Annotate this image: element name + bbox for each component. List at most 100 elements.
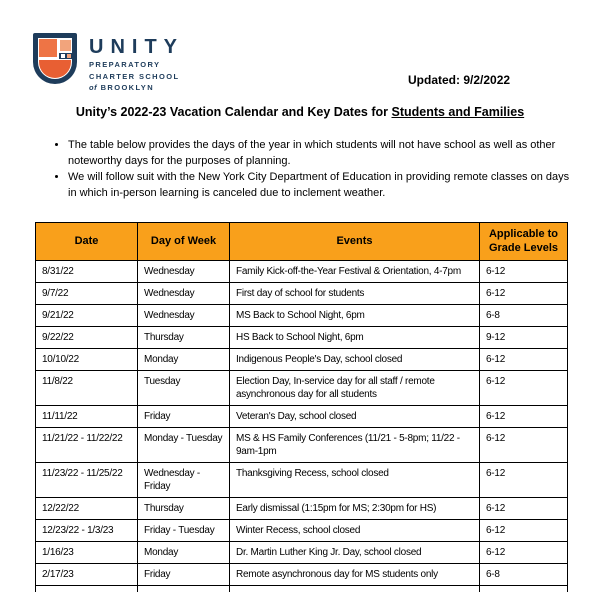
logo-subtitle-line3: of BROOKLYN [89,83,184,93]
cell-date: 11/8/22 [35,370,138,406]
unity-shield-icon [33,33,77,84]
intro-bullets: The table below provides the days of the… [46,138,580,202]
cell-grade-levels: 6-12 [479,427,568,463]
table-body: 8/31/22 Wednesday Family Kick-off-the-Ye… [35,260,568,592]
cell-day-of-week: Thursday [137,326,230,349]
table-row: 11/8/22 Tuesday Election Day, In-service… [35,370,568,406]
table-row: 1/16/23 Monday Dr. Martin Luther King Jr… [35,541,568,564]
cell-date: 8/31/22 [35,260,138,283]
cell-event: Election Day, In-service day for all sta… [229,370,480,406]
table-row: 10/10/22 Monday Indigenous People's Day,… [35,348,568,371]
page-title-prefix: Unity’s 2022-23 Vacation Calendar and Ke… [75,105,388,119]
table-row: 9/7/22 Wednesday First day of school for… [35,282,568,305]
table-header-row: Date Day of Week Events Applicable to Gr… [35,222,568,261]
shield-dot-white [61,54,65,58]
bullet-list: The table below provides the days of the… [46,138,580,201]
logo-subtitle-line1: PREPARATORY [89,60,161,69]
cell-grade-levels [479,585,568,592]
cell-event: Family Kick-off-the-Year Festival & Orie… [229,260,480,283]
shield-square-small [60,40,71,51]
cell-date: 2/17/23 [35,563,138,586]
cell-date [35,585,138,592]
cell-event: Indigenous People's Day, school closed [229,348,480,371]
cell-day-of-week: Wednesday [137,260,230,283]
cell-day-of-week: Tuesday [137,370,230,406]
table-row: 8/31/22 Wednesday Family Kick-off-the-Ye… [35,260,568,283]
updated-date: Updated: 9/2/2022 [408,73,511,87]
col-header-grade-levels: Applicable to Grade Levels [479,222,568,261]
cell-event: Thanksgiving Recess, school closed [229,462,480,498]
logo-wordmark: UNITY PREPARATORY CHARTER SCHOOL of BROO… [89,33,184,93]
table-row: 11/11/22 Friday Veteran's Day, school cl… [35,405,568,428]
cell-event: HS Back to School Night, 6pm [229,326,480,349]
col-header-date: Date [35,222,138,261]
shield-inner [38,38,72,79]
cell-event: Winter Recess, school closed [229,519,480,542]
cell-date: 11/23/22 - 11/25/22 [35,462,138,498]
table-row: 12/22/22 Thursday Early dismissal (1:15p… [35,497,568,520]
shield-half-disc [39,60,71,78]
cell-day-of-week: Wednesday - Friday [137,462,230,498]
page-title: Unity’s 2022-23 Vacation Calendar and Ke… [0,105,600,119]
table-row: 11/23/22 - 11/25/22 Wednesday - Friday T… [35,462,568,498]
logo-name: UNITY [89,36,184,58]
cell-grade-levels: 6-12 [479,260,568,283]
cell-date: 9/22/22 [35,326,138,349]
shield-square-large [39,39,57,57]
cell-grade-levels: 6-12 [479,348,568,371]
cell-day-of-week: Friday [137,405,230,428]
cell-date: 12/23/22 - 1/3/23 [35,519,138,542]
cell-grade-levels: 6-12 [479,541,568,564]
logo-of: of [89,83,98,92]
cell-day-of-week [137,585,230,592]
cell-grade-levels: 6-12 [479,370,568,406]
cell-day-of-week: Wednesday [137,304,230,327]
cell-date: 9/21/22 [35,304,138,327]
cell-day-of-week: Monday - Tuesday [137,427,230,463]
cell-event: Dr. Martin Luther King Jr. Day, school c… [229,541,480,564]
cell-date: 9/7/22 [35,282,138,305]
cell-day-of-week: Monday [137,348,230,371]
cell-event: MS Back to School Night, 6pm [229,304,480,327]
shield-dot-orange [67,54,71,58]
cell-event: MS & HS Family Conferences (11/21 - 5-8p… [229,427,480,463]
cell-grade-levels: 6-8 [479,304,568,327]
cell-grade-levels: 6-12 [479,282,568,305]
col-header-day-of-week: Day of Week [137,222,230,261]
unity-logo: UNITY PREPARATORY CHARTER SCHOOL of BROO… [33,33,184,93]
table-row: 9/21/22 Wednesday MS Back to School Nigh… [35,304,568,327]
table-row: 11/21/22 - 11/22/22 Monday - Tuesday MS … [35,427,568,463]
cell-grade-levels: 6-12 [479,462,568,498]
cell-event [229,585,480,592]
table-row: 9/22/22 Thursday HS Back to School Night… [35,326,568,349]
cell-event: Veteran's Day, school closed [229,405,480,428]
cell-date: 11/21/22 - 11/22/22 [35,427,138,463]
cell-event: Remote asynchronous day for MS students … [229,563,480,586]
col-header-events: Events [229,222,480,261]
cell-date: 1/16/23 [35,541,138,564]
table-row [35,585,568,592]
bullet-item: The table below provides the days of the… [68,138,580,169]
cell-date: 11/11/22 [35,405,138,428]
cell-grade-levels: 6-8 [479,563,568,586]
cell-event: First day of school for students [229,282,480,305]
cell-day-of-week: Thursday [137,497,230,520]
cell-day-of-week: Friday - Tuesday [137,519,230,542]
logo-subtitle-line2: CHARTER SCHOOL [89,71,180,81]
table-row: 2/17/23 Friday Remote asynchronous day f… [35,563,568,586]
cell-event: Early dismissal (1:15pm for MS; 2:30pm f… [229,497,480,520]
cell-grade-levels: 6-12 [479,497,568,520]
cell-day-of-week: Wednesday [137,282,230,305]
calendar-table: Date Day of Week Events Applicable to Gr… [35,222,568,592]
cell-grade-levels: 9-12 [479,326,568,349]
table-row: 12/23/22 - 1/3/23 Friday - Tuesday Winte… [35,519,568,542]
cell-grade-levels: 6-12 [479,405,568,428]
cell-date: 10/10/22 [35,348,138,371]
cell-date: 12/22/22 [35,497,138,520]
cell-grade-levels: 6-12 [479,519,568,542]
cell-day-of-week: Friday [137,563,230,586]
cell-day-of-week: Monday [137,541,230,564]
bullet-item: We will follow suit with the New York Ci… [68,170,580,201]
logo-brooklyn: BROOKLYN [100,83,155,92]
